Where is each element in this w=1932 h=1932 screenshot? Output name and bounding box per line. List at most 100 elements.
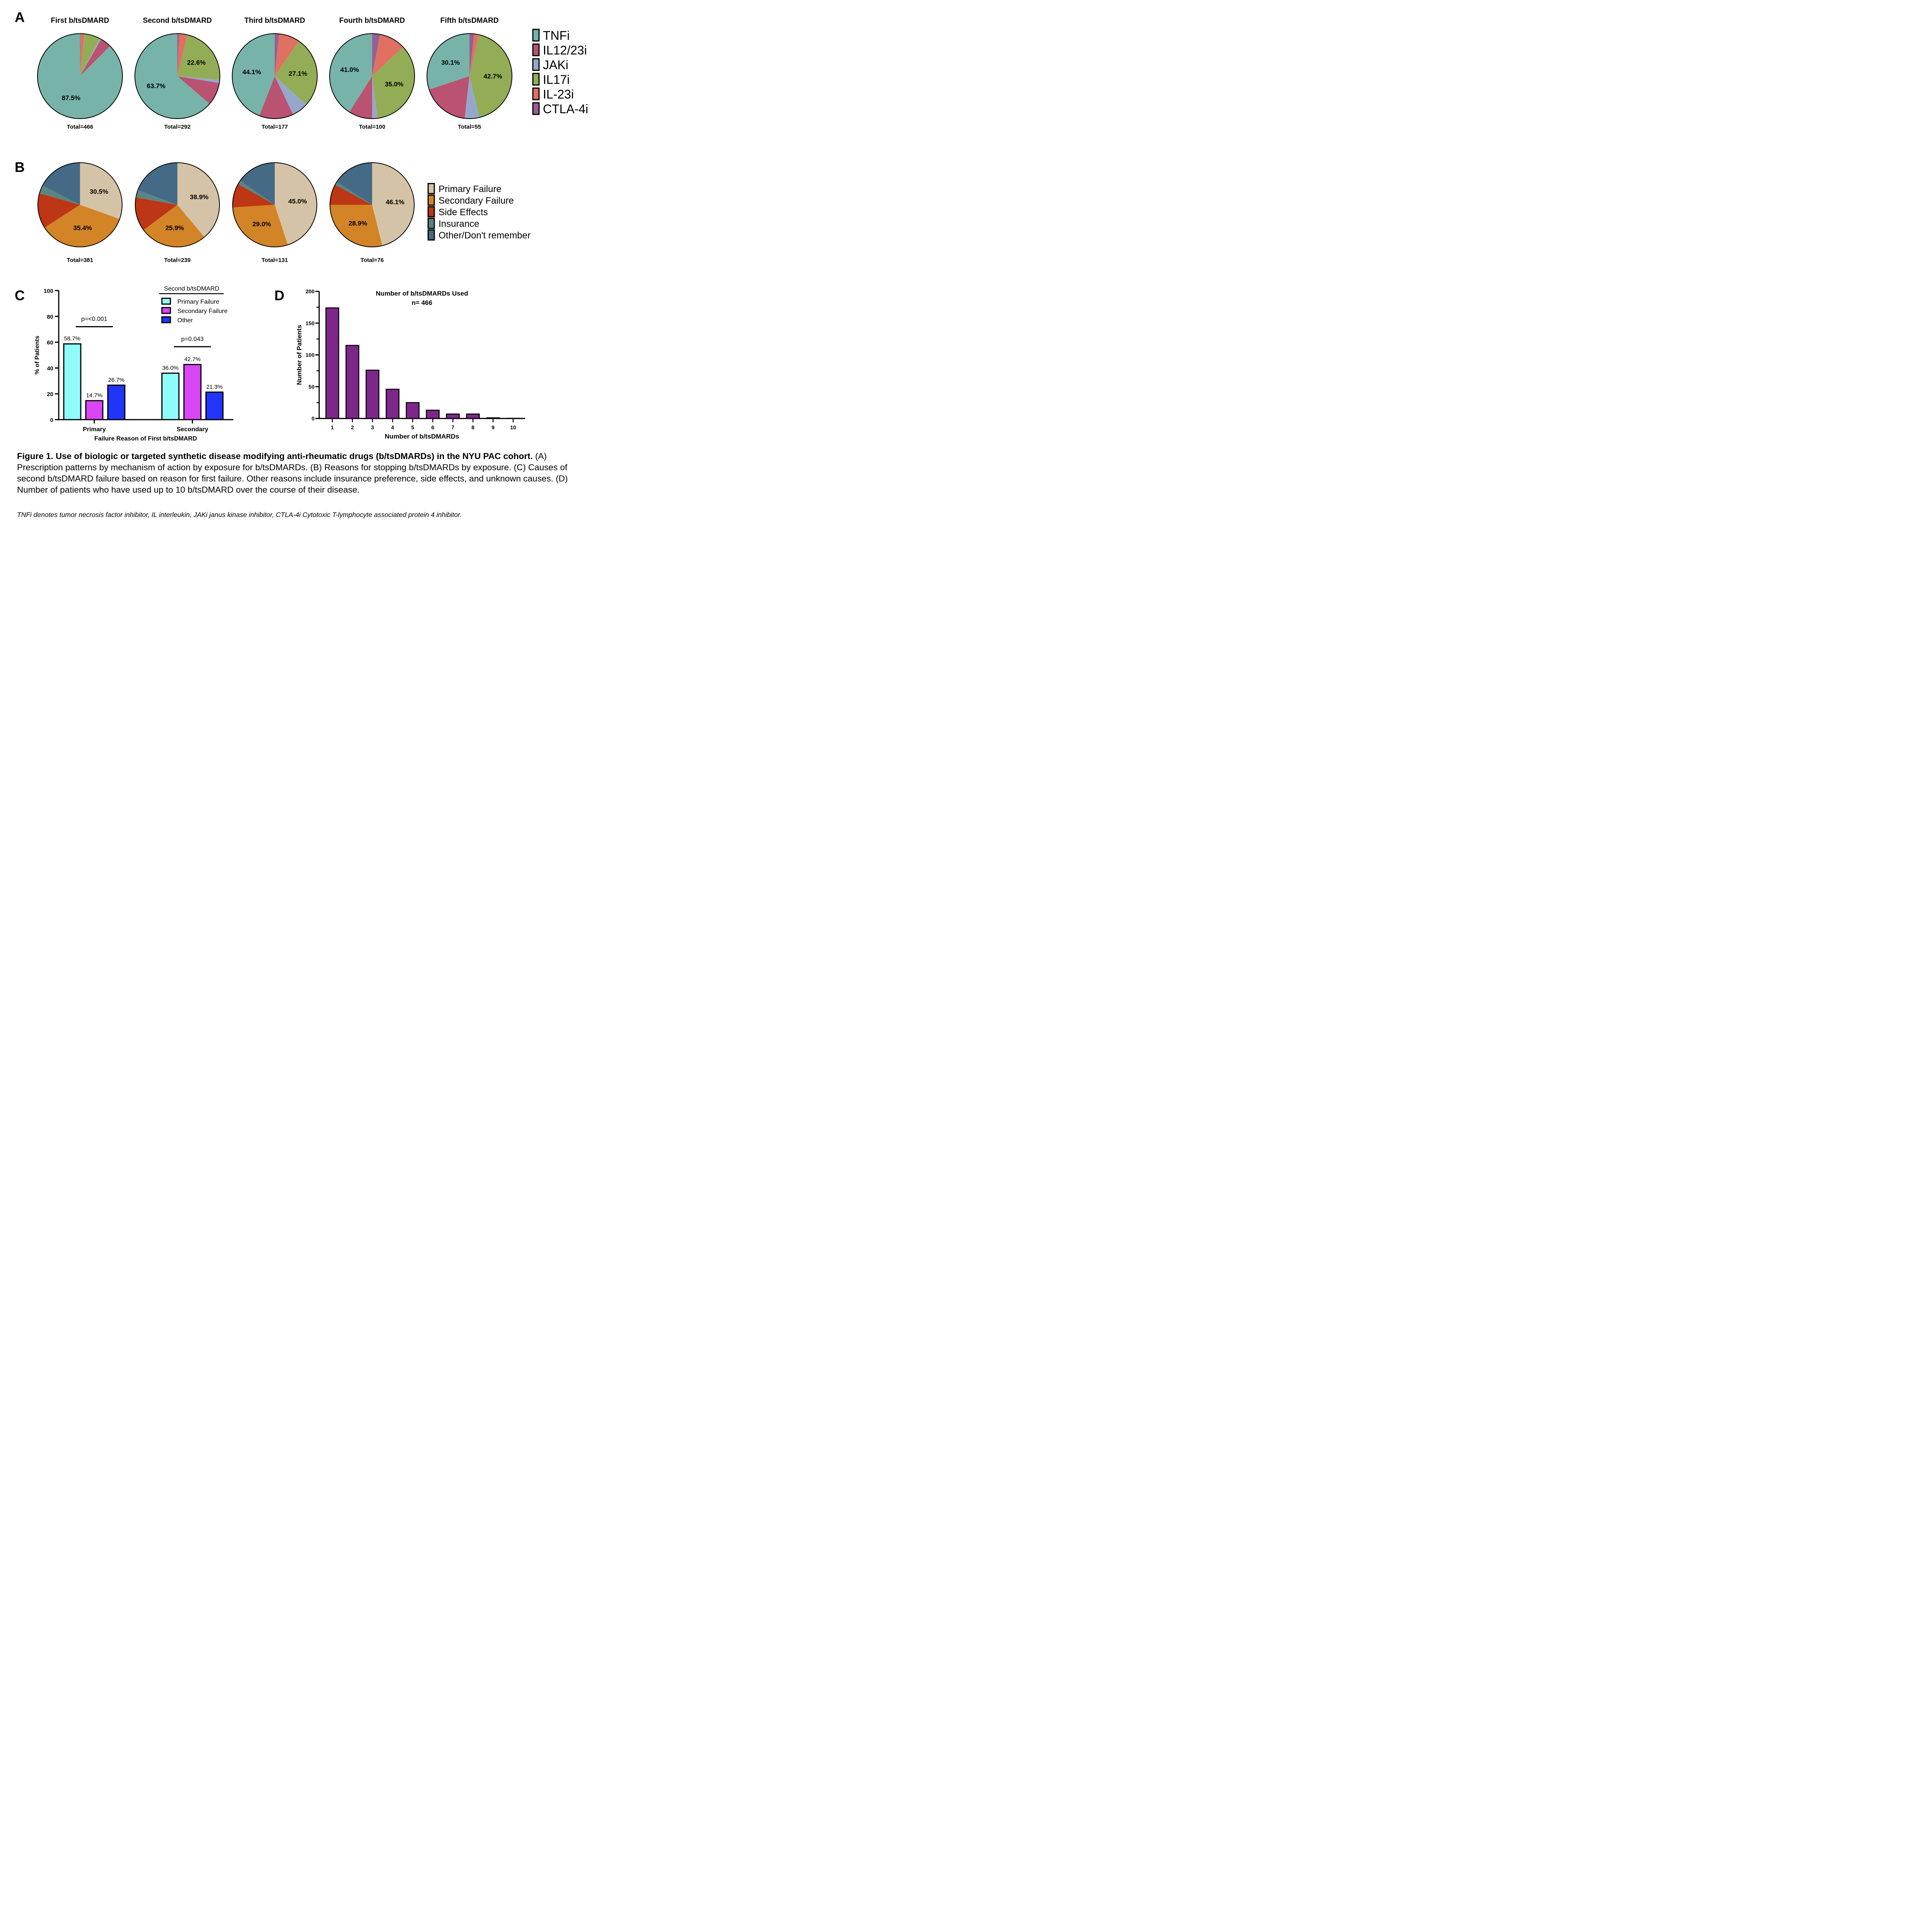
figure-caption: Figure 1. Use of biologic or targeted sy… bbox=[17, 451, 593, 495]
legend-b-swatch-side-effects bbox=[427, 206, 435, 218]
legend-a-swatch-jaki bbox=[532, 58, 540, 71]
pie-a4-slice-il-23i bbox=[372, 34, 403, 76]
pie-a5-title: Fifth b/tsDMARD bbox=[440, 17, 499, 25]
pie-a3-slice-il12-23i bbox=[259, 76, 293, 119]
pie-a4-outline bbox=[329, 33, 415, 119]
pie-a4-label-il17i: 35.0% bbox=[385, 80, 403, 88]
pie-b4-label-primary-failure: 46.1% bbox=[386, 199, 404, 206]
c-legend-label-secondary-failure: Secondary Failure bbox=[177, 308, 228, 315]
d-bar-8 bbox=[466, 413, 480, 419]
legend-a-label-il-23i: IL-23i bbox=[543, 87, 574, 101]
pie-a5-slice-jaki bbox=[464, 76, 480, 119]
pie-a2-slice-ctla-4i bbox=[177, 34, 179, 76]
pie-b1-slice-side-effects bbox=[38, 193, 80, 228]
pie-b1-slice-insurance bbox=[39, 185, 80, 205]
panel-a-pie-charts: First b/tsDMARD 87.5% Total=466 Second b/ts… bbox=[37, 17, 588, 130]
pie-a1-slice-il-23i bbox=[80, 34, 85, 76]
legend-b-label-secondary-failure: Secondary Failure bbox=[439, 196, 514, 206]
d-xtick-label-10: 10 bbox=[510, 424, 516, 430]
pie-a4-slice-jaki bbox=[372, 76, 378, 119]
c-bar-label-primary-secondary-failure: 14.7% bbox=[86, 392, 103, 399]
c-legend-title: Second b/tsDMARD bbox=[164, 286, 219, 292]
d-xtick-label-8: 8 bbox=[471, 424, 474, 430]
c-ytick-label-100: 100 bbox=[44, 288, 53, 294]
pie-a2-outline bbox=[134, 33, 220, 119]
pie-b3-slice-side-effects bbox=[233, 184, 275, 207]
legend-a-label-il12-23i: IL12/23i bbox=[543, 43, 587, 57]
c-bar-label-secondary-other: 21.3% bbox=[206, 384, 223, 390]
pie-b4-slice-insurance bbox=[335, 182, 372, 205]
pie-a2-title: Second b/tsDMARD bbox=[143, 17, 212, 25]
pie-b3-total: Total=131 bbox=[262, 257, 288, 264]
pie-b1-slice-primary-failure bbox=[80, 163, 122, 219]
caption-body: (A) Prescription patterns by mechanism o… bbox=[17, 451, 568, 495]
d-xtick-label-6: 6 bbox=[431, 424, 434, 430]
pie-a5-label-il17i: 42.7% bbox=[483, 73, 502, 80]
pie-a3-slice-tnfi bbox=[232, 34, 275, 116]
c-legend-label-other: Other bbox=[177, 317, 193, 324]
pie-a3-slice-jaki bbox=[275, 76, 306, 115]
pie-b4-label-secondary-failure: 28.9% bbox=[349, 219, 367, 227]
c-bar-secondary-other bbox=[205, 391, 224, 420]
c-xtick-label-primary: Primary bbox=[83, 426, 106, 433]
c-ytick-label-20: 20 bbox=[47, 391, 53, 398]
pie-b2-label-secondary-failure: 25.9% bbox=[165, 224, 184, 232]
pie-a2-label-tnfi: 63.7% bbox=[147, 82, 165, 90]
pie-a4-total: Total=100 bbox=[359, 124, 386, 130]
d-subtitle: n= 466 bbox=[412, 299, 432, 306]
pie-b3-slice-primary-failure bbox=[275, 163, 317, 245]
legend-a-label-ctla-4i: CTLA-4i bbox=[543, 102, 588, 116]
d-bar-4 bbox=[386, 389, 400, 419]
legend-a-label-tnfi: TNFi bbox=[543, 29, 570, 43]
pie-a1-slice-tnfi bbox=[37, 33, 123, 119]
d-ytick-label-200: 200 bbox=[306, 288, 315, 294]
c-legend-label-primary-failure: Primary Failure bbox=[177, 299, 219, 305]
pie-a5-slice-tnfi bbox=[427, 33, 469, 90]
d-xtick-label-7: 7 bbox=[451, 424, 454, 430]
legend-a-label-jaki: JAKi bbox=[543, 58, 568, 72]
legend-a-swatch-il-23i bbox=[532, 87, 540, 100]
c-ytick-label-0: 0 bbox=[50, 417, 53, 423]
d-xtick-label-4: 4 bbox=[391, 424, 394, 430]
pie-a1-label-tnfi: 87.5% bbox=[62, 94, 80, 102]
pie-b2-slice-other-don-t-remember bbox=[138, 163, 177, 205]
d-ytick-label-100: 100 bbox=[306, 352, 315, 358]
legend-b-swatch-primary-failure bbox=[427, 183, 435, 194]
pie-b3-label-secondary-failure: 29.0% bbox=[252, 221, 271, 228]
pie-b1-total: Total=381 bbox=[67, 257, 94, 264]
c-sig-label-0: p=<0.001 bbox=[81, 316, 107, 323]
legend-a-swatch-ctla-4i bbox=[532, 102, 540, 115]
panel-b-pie-charts: 30.5% 35.4% Total=381 38.9% 25.9% Total=239 45… bbox=[37, 162, 531, 264]
d-bar-1 bbox=[325, 307, 339, 419]
legend-a-swatch-il17i bbox=[532, 73, 540, 86]
pie-a2-slice-tnfi bbox=[135, 34, 210, 119]
pie-a5-label-tnfi: 30.1% bbox=[441, 59, 460, 66]
pie-b1-slice-other-don-t-remember bbox=[43, 163, 80, 205]
c-sig-label-1: p=0.043 bbox=[181, 336, 204, 342]
c-x-axis-label: Failure Reason of First b/tsDMARD bbox=[94, 435, 197, 442]
legend-a-swatch-il12-23i bbox=[532, 43, 540, 56]
d-y-axis-label: Number of Patients bbox=[296, 325, 303, 385]
pie-b2-outline bbox=[135, 162, 220, 247]
pie-b4-slice-other-don-t-remember bbox=[337, 163, 372, 205]
pie-a2-label-il17i: 22.6% bbox=[187, 59, 206, 66]
pie-a1-slice-jaki bbox=[80, 38, 101, 76]
pie-b4-outline bbox=[330, 162, 415, 247]
legend-b-swatch-secondary-failure bbox=[427, 194, 435, 206]
pie-b3-outline bbox=[232, 162, 317, 247]
c-legend-swatch-secondary-failure bbox=[161, 307, 171, 314]
c-bar-secondary-secondary-failure bbox=[183, 364, 202, 420]
pie-b2-slice-primary-failure bbox=[177, 163, 219, 237]
pie-b1-label-secondary-failure: 35.4% bbox=[73, 224, 92, 232]
legend-b-label-other-don-t-remember: Other/Don't remember bbox=[439, 230, 531, 241]
pie-a3-total: Total=177 bbox=[262, 124, 288, 130]
c-legend-swatch-primary-failure bbox=[161, 298, 171, 305]
pie-a4-slice-tnfi bbox=[330, 34, 372, 112]
d-ytick-label-50: 50 bbox=[308, 384, 315, 390]
pie-a5-slice-il-23i bbox=[469, 34, 479, 76]
figure-footnote: TNFi denotes tumor necrosis factor inhib… bbox=[17, 511, 462, 519]
c-legend-swatch-other bbox=[161, 316, 171, 323]
pie-a3-title: Third b/tsDMARD bbox=[244, 17, 305, 25]
pie-b2-slice-side-effects bbox=[135, 197, 177, 230]
panel-letter-b: B bbox=[15, 159, 25, 175]
